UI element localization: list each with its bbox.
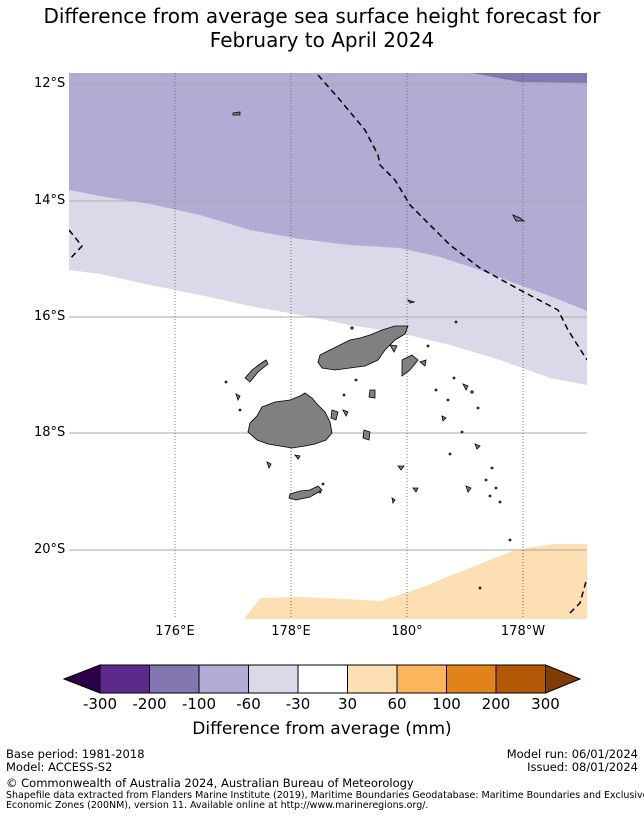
colorbar-segment-200-300 xyxy=(495,664,546,694)
colorbar-tick: 200 xyxy=(481,695,511,713)
colorbar-segment-30-60 xyxy=(347,664,398,694)
lat-label-14s: 14°S xyxy=(34,193,66,208)
island-small-13 xyxy=(474,443,481,450)
colorbar-tick: -30 xyxy=(285,695,311,713)
eez-boundary-lines xyxy=(69,74,587,614)
lon-label-176e: 176°E xyxy=(155,624,195,639)
colorbar-tick: 300 xyxy=(531,695,560,713)
colorbar-segment-100-200 xyxy=(446,664,497,694)
island-small-2 xyxy=(362,429,371,441)
taveuni-island xyxy=(401,354,419,377)
title-line-2: February to April 2024 xyxy=(209,28,435,52)
band-neg100-neg60-area xyxy=(69,73,587,311)
island-small-8 xyxy=(342,409,349,417)
chart-title: Difference from average sea surface heig… xyxy=(0,4,644,52)
lon-label-178w: 178°W xyxy=(500,624,546,639)
island-small-7 xyxy=(235,393,241,402)
island-small-14 xyxy=(441,415,447,422)
colorbar-tick: -60 xyxy=(236,695,261,713)
vanua-levu-island xyxy=(317,325,409,371)
island-small-3 xyxy=(330,409,339,421)
colorbar-segment-neg200-neg100 xyxy=(149,664,200,694)
yasawa-island xyxy=(244,359,269,383)
viti-levu-island xyxy=(247,392,333,449)
lat-label-18s: 18°S xyxy=(34,425,66,440)
band-30-60-area xyxy=(244,544,587,619)
band-neg200-neg100-area xyxy=(472,73,587,83)
colorbar-segment-neg60-neg30 xyxy=(248,664,299,694)
colorbar-tick: -300 xyxy=(82,695,118,713)
colorbar-tick: -200 xyxy=(132,695,167,713)
model-text: Model: ACCESS-S2 xyxy=(6,760,113,774)
island-small-9 xyxy=(419,359,427,367)
longitude-gridlines xyxy=(174,73,524,619)
title-line-1: Difference from average sea surface heig… xyxy=(43,4,601,28)
island-small-6 xyxy=(266,461,272,470)
lat-label-16s: 16°S xyxy=(34,309,66,324)
map-plot-area xyxy=(69,73,587,619)
colorbar-label: Difference from average (mm) xyxy=(192,719,452,739)
island-small-11 xyxy=(412,487,419,493)
fiji-islands xyxy=(232,111,526,505)
tiny-islets xyxy=(224,320,512,590)
island-small-16 xyxy=(391,497,396,505)
colorbar-tick: 30 xyxy=(337,695,358,713)
colorbar-tick: 100 xyxy=(432,695,461,713)
colorbar-segment-neg30-30 xyxy=(297,664,348,694)
island-small-10 xyxy=(389,344,398,353)
island-north xyxy=(232,111,241,116)
colorbar-segment-neg300-neg200 xyxy=(99,664,150,694)
lon-label-178e: 178°E xyxy=(271,624,311,639)
lat-label-12s: 12°S xyxy=(34,76,66,91)
issued-text: Issued: 08/01/2024 xyxy=(527,760,638,774)
island-small-15 xyxy=(462,383,469,391)
island-small-4 xyxy=(397,465,405,471)
colorbar-segment-60-100 xyxy=(396,664,447,694)
lat-label-20s: 20°S xyxy=(34,542,66,557)
colorbar-segment-neg100-neg60 xyxy=(198,664,249,694)
colorbar-tick: -100 xyxy=(181,695,217,713)
kadavu-island xyxy=(288,485,323,501)
shapefile-credit-line-1: Shapefile data extracted from Flanders M… xyxy=(6,790,644,801)
colorbar xyxy=(62,664,582,694)
island-small-12 xyxy=(465,485,472,493)
copyright-text: © Commonwealth of Australia 2024, Austra… xyxy=(6,776,414,790)
base-period-text: Base period: 1981-2018 xyxy=(6,747,145,761)
model-run-text: Model run: 06/01/2024 xyxy=(506,747,638,761)
colorbar-tick: 60 xyxy=(387,695,407,713)
lon-label-180: 180° xyxy=(391,624,423,639)
colorbar-extend-high xyxy=(545,664,582,694)
island-small-17 xyxy=(294,454,301,460)
island-small-5 xyxy=(407,299,416,304)
island-small-1 xyxy=(368,389,376,399)
shapefile-credit-line-2: Economic Zones (200NM), version 11. Avai… xyxy=(6,800,429,811)
island-east xyxy=(512,214,526,222)
colorbar-extend-low xyxy=(62,664,101,694)
